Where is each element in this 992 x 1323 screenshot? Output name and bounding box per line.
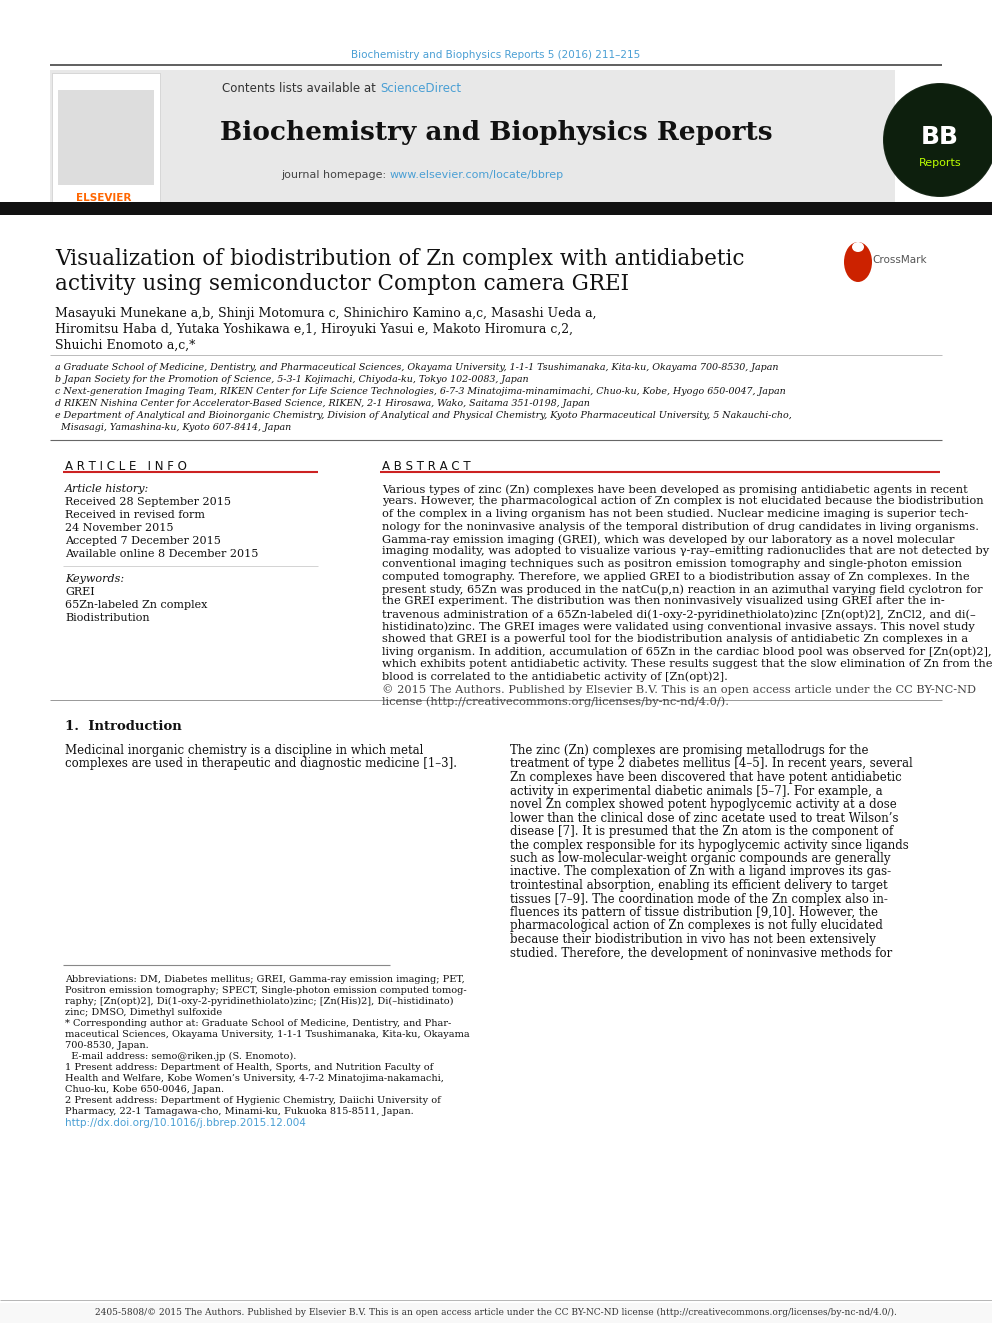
Text: The zinc (Zn) complexes are promising metallodrugs for the: The zinc (Zn) complexes are promising me… bbox=[510, 744, 869, 757]
Text: Contents lists available at: Contents lists available at bbox=[222, 82, 380, 95]
Text: * Corresponding author at: Graduate School of Medicine, Dentistry, and Phar-: * Corresponding author at: Graduate Scho… bbox=[65, 1019, 451, 1028]
Text: Abbreviations: DM, Diabetes mellitus; GREI, Gamma-ray emission imaging; PET,: Abbreviations: DM, Diabetes mellitus; GR… bbox=[65, 975, 464, 984]
Text: studied. Therefore, the development of noninvasive methods for: studied. Therefore, the development of n… bbox=[510, 946, 892, 959]
Text: trointestinal absorption, enabling its efficient delivery to target: trointestinal absorption, enabling its e… bbox=[510, 878, 888, 892]
Text: e Department of Analytical and Bioinorganic Chemistry, Division of Analytical an: e Department of Analytical and Bioinorga… bbox=[55, 411, 792, 419]
Text: histidinato)zinc. The GREI images were validated using conventional invasive ass: histidinato)zinc. The GREI images were v… bbox=[382, 622, 975, 632]
Text: disease [7]. It is presumed that the Zn atom is the component of: disease [7]. It is presumed that the Zn … bbox=[510, 826, 893, 837]
Circle shape bbox=[884, 83, 992, 196]
Text: the GREI experiment. The distribution was then noninvasively visualized using GR: the GREI experiment. The distribution wa… bbox=[382, 597, 944, 606]
Text: complexes are used in therapeutic and diagnostic medicine [1–3].: complexes are used in therapeutic and di… bbox=[65, 758, 457, 770]
Text: 1.  Introduction: 1. Introduction bbox=[65, 720, 182, 733]
Text: CrossMark: CrossMark bbox=[872, 255, 927, 265]
Text: Shuichi Enomoto a,c,*: Shuichi Enomoto a,c,* bbox=[55, 339, 195, 352]
Text: Misasagi, Yamashina-ku, Kyoto 607-8414, Japan: Misasagi, Yamashina-ku, Kyoto 607-8414, … bbox=[55, 423, 292, 433]
Text: raphy; [Zn(opt)2], Di(1-oxy-2-pyridinethiolato)zinc; [Zn(His)2], Di(–histidinato: raphy; [Zn(opt)2], Di(1-oxy-2-pyridineth… bbox=[65, 998, 453, 1005]
Text: novel Zn complex showed potent hypoglycemic activity at a dose: novel Zn complex showed potent hypoglyce… bbox=[510, 798, 897, 811]
Text: www.elsevier.com/locate/bbrep: www.elsevier.com/locate/bbrep bbox=[390, 169, 564, 180]
Text: 24 November 2015: 24 November 2015 bbox=[65, 523, 174, 533]
Ellipse shape bbox=[852, 242, 864, 251]
Bar bbox=[50, 70, 895, 205]
Text: Various types of zinc (Zn) complexes have been developed as promising antidiabet: Various types of zinc (Zn) complexes hav… bbox=[382, 484, 968, 495]
Text: Received in revised form: Received in revised form bbox=[65, 509, 205, 520]
Text: Health and Welfare, Kobe Women’s University, 4-7-2 Minatojima-nakamachi,: Health and Welfare, Kobe Women’s Univers… bbox=[65, 1074, 443, 1084]
Text: 2405-5808/© 2015 The Authors. Published by Elsevier B.V. This is an open access : 2405-5808/© 2015 The Authors. Published … bbox=[95, 1308, 897, 1318]
Text: computed tomography. Therefore, we applied GREI to a biodistribution assay of Zn: computed tomography. Therefore, we appli… bbox=[382, 572, 969, 582]
Bar bbox=[58, 90, 154, 185]
Ellipse shape bbox=[844, 242, 872, 282]
Bar bbox=[0, 202, 992, 216]
Text: Positron emission tomography; SPECT, Single-photon emission computed tomog-: Positron emission tomography; SPECT, Sin… bbox=[65, 986, 466, 995]
Text: Biochemistry and Biophysics Reports 5 (2016) 211–215: Biochemistry and Biophysics Reports 5 (2… bbox=[351, 50, 641, 60]
Text: living organism. In addition, accumulation of 65Zn in the cardiac blood pool was: living organism. In addition, accumulati… bbox=[382, 647, 992, 658]
Text: E-mail address: semo@riken.jp (S. Enomoto).: E-mail address: semo@riken.jp (S. Enomot… bbox=[65, 1052, 297, 1061]
Text: 65Zn-labeled Zn complex: 65Zn-labeled Zn complex bbox=[65, 601, 207, 610]
Bar bbox=[0, 1303, 992, 1323]
Text: Chuo-ku, Kobe 650-0046, Japan.: Chuo-ku, Kobe 650-0046, Japan. bbox=[65, 1085, 224, 1094]
Text: journal homepage:: journal homepage: bbox=[282, 169, 390, 180]
Text: pharmacological action of Zn complexes is not fully elucidated: pharmacological action of Zn complexes i… bbox=[510, 919, 883, 933]
Text: Masayuki Munekane a,b, Shinji Motomura c, Shinichiro Kamino a,c, Masashi Ueda a,: Masayuki Munekane a,b, Shinji Motomura c… bbox=[55, 307, 596, 320]
Text: Reports: Reports bbox=[919, 157, 961, 168]
Text: showed that GREI is a powerful tool for the biodistribution analysis of antidiab: showed that GREI is a powerful tool for … bbox=[382, 634, 968, 644]
Text: lower than the clinical dose of zinc acetate used to treat Wilson’s: lower than the clinical dose of zinc ace… bbox=[510, 811, 899, 824]
Text: ELSEVIER: ELSEVIER bbox=[76, 193, 132, 202]
Text: A B S T R A C T: A B S T R A C T bbox=[382, 460, 470, 474]
Text: a Graduate School of Medicine, Dentistry, and Pharmaceutical Sciences, Okayama U: a Graduate School of Medicine, Dentistry… bbox=[55, 363, 779, 372]
Text: activity using semiconductor Compton camera GREI: activity using semiconductor Compton cam… bbox=[55, 273, 629, 295]
Text: the complex responsible for its hypoglycemic activity since ligands: the complex responsible for its hypoglyc… bbox=[510, 839, 909, 852]
Text: zinc; DMSO, Dimethyl sulfoxide: zinc; DMSO, Dimethyl sulfoxide bbox=[65, 1008, 222, 1017]
Text: years. However, the pharmacological action of Zn complex is not elucidated becau: years. However, the pharmacological acti… bbox=[382, 496, 984, 507]
Text: imaging modality, was adopted to visualize various γ-ray–emitting radionuclides : imaging modality, was adopted to visuali… bbox=[382, 546, 989, 557]
Text: 700-8530, Japan.: 700-8530, Japan. bbox=[65, 1041, 149, 1050]
Text: © 2015 The Authors. Published by Elsevier B.V. This is an open access article un: © 2015 The Authors. Published by Elsevie… bbox=[382, 684, 976, 695]
Text: Accepted 7 December 2015: Accepted 7 December 2015 bbox=[65, 536, 221, 546]
Text: license (http://creativecommons.org/licenses/by-nc-nd/4.0/).: license (http://creativecommons.org/lice… bbox=[382, 696, 729, 706]
Text: tissues [7–9]. The coordination mode of the Zn complex also in-: tissues [7–9]. The coordination mode of … bbox=[510, 893, 888, 905]
Text: travenous administration of a 65Zn-labeled di(1-oxy-2-pyridinethiolato)zinc [Zn(: travenous administration of a 65Zn-label… bbox=[382, 609, 976, 619]
Text: Keywords:: Keywords: bbox=[65, 574, 124, 583]
Text: present study, 65Zn was produced in the natCu(p,n) reaction in an azimuthal vary: present study, 65Zn was produced in the … bbox=[382, 583, 983, 594]
Text: Hiromitsu Haba d, Yutaka Yoshikawa e,1, Hiroyuki Yasui e, Makoto Hiromura c,2,: Hiromitsu Haba d, Yutaka Yoshikawa e,1, … bbox=[55, 323, 573, 336]
Text: Available online 8 December 2015: Available online 8 December 2015 bbox=[65, 549, 258, 560]
Text: nology for the noninvasive analysis of the temporal distribution of drug candida: nology for the noninvasive analysis of t… bbox=[382, 521, 979, 532]
Text: 1 Present address: Department of Health, Sports, and Nutrition Faculty of: 1 Present address: Department of Health,… bbox=[65, 1062, 434, 1072]
Text: c Next-generation Imaging Team, RIKEN Center for Life Science Technologies, 6-7-: c Next-generation Imaging Team, RIKEN Ce… bbox=[55, 388, 786, 396]
Text: conventional imaging techniques such as positron emission tomography and single-: conventional imaging techniques such as … bbox=[382, 560, 962, 569]
Text: because their biodistribution in vivo has not been extensively: because their biodistribution in vivo ha… bbox=[510, 933, 876, 946]
Text: such as low-molecular-weight organic compounds are generally: such as low-molecular-weight organic com… bbox=[510, 852, 891, 865]
Text: Zn complexes have been discovered that have potent antidiabetic: Zn complexes have been discovered that h… bbox=[510, 771, 902, 785]
Text: fluences its pattern of tissue distribution [9,10]. However, the: fluences its pattern of tissue distribut… bbox=[510, 906, 878, 919]
Text: ScienceDirect: ScienceDirect bbox=[380, 82, 461, 95]
Text: treatment of type 2 diabetes mellitus [4–5]. In recent years, several: treatment of type 2 diabetes mellitus [4… bbox=[510, 758, 913, 770]
Text: Biochemistry and Biophysics Reports: Biochemistry and Biophysics Reports bbox=[219, 120, 773, 146]
Circle shape bbox=[883, 83, 992, 197]
Text: GREI: GREI bbox=[65, 587, 95, 597]
Text: inactive. The complexation of Zn with a ligand improves its gas-: inactive. The complexation of Zn with a … bbox=[510, 865, 891, 878]
Text: http://dx.doi.org/10.1016/j.bbrep.2015.12.004: http://dx.doi.org/10.1016/j.bbrep.2015.1… bbox=[65, 1118, 306, 1129]
Text: Medicinal inorganic chemistry is a discipline in which metal: Medicinal inorganic chemistry is a disci… bbox=[65, 744, 424, 757]
Text: Article history:: Article history: bbox=[65, 484, 149, 493]
Text: activity in experimental diabetic animals [5–7]. For example, a: activity in experimental diabetic animal… bbox=[510, 785, 883, 798]
Text: A R T I C L E   I N F O: A R T I C L E I N F O bbox=[65, 460, 186, 474]
Text: Visualization of biodistribution of Zn complex with antidiabetic: Visualization of biodistribution of Zn c… bbox=[55, 247, 745, 270]
Text: which exhibits potent antidiabetic activity. These results suggest that the slow: which exhibits potent antidiabetic activ… bbox=[382, 659, 992, 669]
Text: maceutical Sciences, Okayama University, 1-1-1 Tsushimanaka, Kita-ku, Okayama: maceutical Sciences, Okayama University,… bbox=[65, 1031, 469, 1039]
Text: Pharmacy, 22-1 Tamagawa-cho, Minami-ku, Fukuoka 815-8511, Japan.: Pharmacy, 22-1 Tamagawa-cho, Minami-ku, … bbox=[65, 1107, 414, 1117]
Text: of the complex in a living organism has not been studied. Nuclear medicine imagi: of the complex in a living organism has … bbox=[382, 509, 968, 519]
Text: b Japan Society for the Promotion of Science, 5-3-1 Kojimachi, Chiyoda-ku, Tokyo: b Japan Society for the Promotion of Sci… bbox=[55, 374, 529, 384]
Text: blood is correlated to the antidiabetic activity of [Zn(opt)2].: blood is correlated to the antidiabetic … bbox=[382, 672, 728, 683]
Text: 2 Present address: Department of Hygienic Chemistry, Daiichi University of: 2 Present address: Department of Hygieni… bbox=[65, 1095, 440, 1105]
Text: BB: BB bbox=[921, 124, 959, 149]
Text: d RIKEN Nishina Center for Accelerator-Based Science, RIKEN, 2-1 Hirosawa, Wako,: d RIKEN Nishina Center for Accelerator-B… bbox=[55, 400, 590, 407]
Text: Biodistribution: Biodistribution bbox=[65, 613, 150, 623]
Text: Received 28 September 2015: Received 28 September 2015 bbox=[65, 497, 231, 507]
Text: Gamma-ray emission imaging (GREI), which was developed by our laboratory as a no: Gamma-ray emission imaging (GREI), which… bbox=[382, 534, 954, 545]
Bar bbox=[52, 73, 160, 202]
